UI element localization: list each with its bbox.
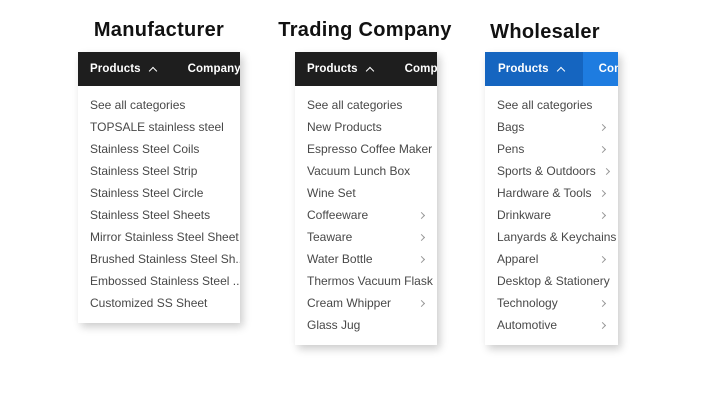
menu-item[interactable]: Pens: [485, 138, 618, 160]
company-profile-tab[interactable]: Company Profile: [599, 52, 618, 86]
menu-item[interactable]: Stainless Steel Coils: [90, 142, 200, 156]
menu-item[interactable]: Embossed Stainless Steel ...: [90, 274, 240, 288]
company-profile-tab[interactable]: Company Profile: [405, 52, 437, 86]
menu-item[interactable]: Technology: [485, 292, 618, 314]
manufacturer-navbar: Products Company Profile: [78, 52, 240, 86]
menu-item[interactable]: Sports & Outdoors: [485, 160, 618, 182]
menu-item[interactable]: TOPSALE stainless steel: [90, 120, 224, 134]
company-profile-tab-label: Company Profile: [187, 63, 240, 75]
menu-item[interactable]: Stainless Steel Circle: [90, 186, 204, 200]
chevron-right-icon: [598, 211, 607, 219]
menu-item[interactable]: See all categories: [497, 98, 593, 112]
menu-item[interactable]: See all categories: [90, 98, 186, 112]
chevron-right-icon: [417, 211, 426, 219]
chevron-right-icon: [417, 255, 426, 263]
menu-item[interactable]: New Products: [307, 120, 382, 134]
trading-company-dropdown-panel: Products Company Profile See all categor…: [295, 52, 437, 345]
chevron-right-icon: [417, 233, 426, 241]
chevron-right-icon: [598, 321, 607, 329]
menu-item[interactable]: Stainless Steel Sheets: [90, 208, 211, 222]
chevron-up-icon: [148, 66, 157, 75]
menu-item[interactable]: Brushed Stainless Steel Sh...: [90, 252, 240, 266]
company-profile-tab-label: Company Profile: [404, 63, 437, 75]
manufacturer-dropdown-panel: Products Company Profile See all categor…: [78, 52, 240, 323]
menu-item[interactable]: Desktop & Stationery: [497, 274, 610, 288]
menu-item[interactable]: Glass Jug: [307, 318, 361, 332]
menu-item[interactable]: Mirror Stainless Steel Sheet: [90, 230, 239, 244]
menu-item[interactable]: Teaware: [295, 226, 437, 248]
chevron-up-icon: [556, 66, 565, 75]
column-title-wholesaler: Wholesaler: [490, 21, 600, 43]
menu-item[interactable]: Hardware & Tools: [485, 182, 618, 204]
wholesaler-category-menu: See all categories Bags Pens Sports & Ou…: [485, 86, 618, 345]
menu-item[interactable]: Apparel: [485, 248, 618, 270]
menu-item[interactable]: See all categories: [307, 98, 403, 112]
chevron-up-icon: [365, 66, 374, 75]
products-tab[interactable]: Products: [295, 52, 391, 86]
products-tab-label: Products: [307, 63, 358, 75]
wholesaler-dropdown-panel: Products Company Profile See all categor…: [485, 52, 618, 345]
products-tab[interactable]: Products: [78, 52, 174, 86]
menu-item[interactable]: Drinkware: [485, 204, 618, 226]
manufacturer-category-menu: See all categories TOPSALE stainless ste…: [78, 86, 240, 323]
chevron-right-icon: [598, 123, 607, 131]
company-profile-tab[interactable]: Company Profile: [188, 52, 240, 86]
products-tab[interactable]: Products: [485, 52, 583, 86]
wholesaler-navbar: Products Company Profile: [485, 52, 618, 86]
menu-item[interactable]: Coffeeware: [295, 204, 437, 226]
menu-item[interactable]: Thermos Vacuum Flask: [307, 274, 433, 288]
column-title-trading-company: Trading Company: [278, 19, 452, 41]
menu-item[interactable]: Wine Set: [307, 186, 356, 200]
chevron-right-icon: [417, 299, 426, 307]
trading-company-navbar: Products Company Profile: [295, 52, 437, 86]
menu-item[interactable]: Automotive: [485, 314, 618, 336]
menu-item[interactable]: Bags: [485, 116, 618, 138]
menu-item[interactable]: Stainless Steel Strip: [90, 164, 198, 178]
menu-item[interactable]: Water Bottle: [295, 248, 437, 270]
products-tab-label: Products: [90, 63, 141, 75]
company-profile-tab-label: Company Profile: [598, 63, 618, 75]
chevron-right-icon: [598, 189, 607, 197]
menu-item[interactable]: Lanyards & Keychains: [497, 230, 617, 244]
chevron-right-icon: [598, 145, 607, 153]
chevron-right-icon: [598, 255, 607, 263]
menu-item[interactable]: Cream Whipper: [295, 292, 437, 314]
chevron-right-icon: [602, 167, 610, 175]
column-title-manufacturer: Manufacturer: [93, 19, 225, 41]
menu-item[interactable]: Vacuum Lunch Box: [307, 164, 411, 178]
menu-item[interactable]: Espresso Coffee Maker: [307, 142, 433, 156]
chevron-right-icon: [598, 299, 607, 307]
products-tab-label: Products: [498, 63, 549, 75]
menu-item[interactable]: Customized SS Sheet: [90, 296, 208, 310]
trading-company-category-menu: See all categories New Products Espresso…: [295, 86, 437, 345]
